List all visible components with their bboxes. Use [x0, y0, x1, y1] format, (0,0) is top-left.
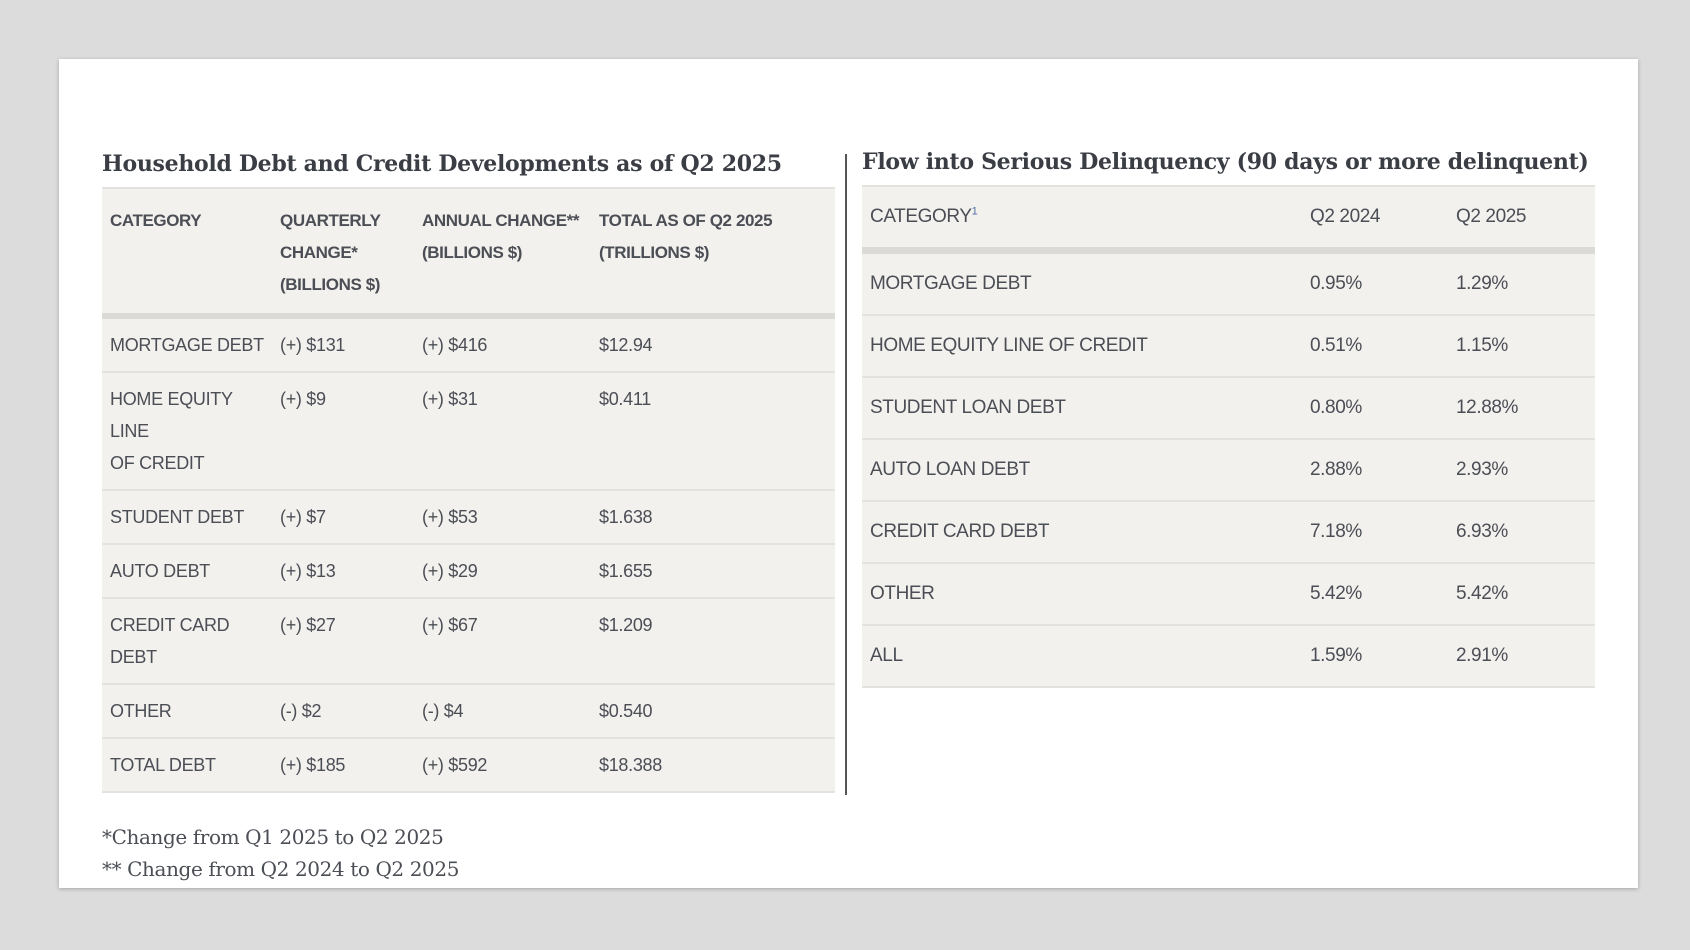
row-category: CREDIT CARD DEBT	[102, 598, 272, 685]
table-row: ALL 1.59% 2.91%	[862, 625, 1595, 688]
document-card: Household Debt and Credit Developments a…	[59, 59, 1638, 888]
row-annual-change: (+) $31	[414, 372, 591, 491]
row-q2-2024: 2.88%	[1302, 439, 1448, 502]
row-q2-2024: 1.59%	[1302, 625, 1448, 688]
row-category: TOTAL DEBT	[102, 738, 272, 793]
row-annual-change: (+) $67	[414, 598, 591, 685]
footnote-quarterly: *Change from Q1 2025 to Q2 2025	[102, 825, 444, 849]
row-quarterly-change: (+) $27	[272, 598, 414, 685]
row-annual-change: (+) $29	[414, 544, 591, 599]
row-category: STUDENT DEBT	[102, 490, 272, 545]
row-total: $1.638	[591, 490, 835, 545]
table-row: HOME EQUITY LINE OF CREDIT (+) $9 (+) $31…	[102, 372, 835, 491]
row-q2-2024: 7.18%	[1302, 501, 1448, 564]
row-quarterly-change: (-) $2	[272, 684, 414, 739]
table-row: OTHER 5.42% 5.42%	[862, 563, 1595, 626]
table-header-row: CATEGORY1 Q2 2024 Q2 2025	[862, 186, 1595, 251]
header-q2-2024: Q2 2024	[1310, 206, 1381, 227]
footnotes: *Change from Q1 2025 to Q2 2025 ** Chang…	[102, 821, 835, 885]
row-quarterly-change: (+) $9	[272, 372, 414, 491]
household-debt-panel: Household Debt and Credit Developments a…	[102, 149, 835, 885]
row-category: ALL	[862, 625, 1302, 688]
header-category: CATEGORY	[110, 211, 202, 230]
row-q2-2025: 5.42%	[1448, 563, 1595, 626]
row-category: AUTO LOAN DEBT	[862, 439, 1302, 502]
row-q2-2025: 2.91%	[1448, 625, 1595, 688]
table-row: MORTGAGE DEBT 0.95% 1.29%	[862, 250, 1595, 316]
row-annual-change: (+) $416	[414, 316, 591, 373]
row-category: MORTGAGE DEBT	[862, 250, 1302, 316]
table-row: TOTAL DEBT (+) $185 (+) $592 $18.388	[102, 738, 835, 793]
row-q2-2025: 1.29%	[1448, 250, 1595, 316]
row-category: STUDENT LOAN DEBT	[862, 377, 1302, 440]
header-category: CATEGORY1	[870, 205, 978, 227]
delinquency-table: CATEGORY1 Q2 2024 Q2 2025 MORTGAGE DEBT …	[862, 185, 1595, 688]
row-total: $1.209	[591, 598, 835, 685]
footnote-annual: ** Change from Q2 2024 to Q2 2025	[102, 857, 460, 881]
row-total: $0.411	[591, 372, 835, 491]
row-category: CREDIT CARD DEBT	[862, 501, 1302, 564]
panel-divider	[845, 154, 847, 795]
table-row: MORTGAGE DEBT (+) $131 (+) $416 $12.94	[102, 316, 835, 373]
footnote-marker: 1	[971, 205, 978, 218]
row-category: HOME EQUITY LINE OF CREDIT	[862, 315, 1302, 378]
row-q2-2024: 0.95%	[1302, 250, 1448, 316]
row-quarterly-change: (+) $7	[272, 490, 414, 545]
row-quarterly-change: (+) $185	[272, 738, 414, 793]
table-row: CREDIT CARD DEBT (+) $27 (+) $67 $1.209	[102, 598, 835, 685]
row-total: $18.388	[591, 738, 835, 793]
row-category: HOME EQUITY LINE OF CREDIT	[102, 372, 272, 491]
row-q2-2025: 1.15%	[1448, 315, 1595, 378]
table-row: HOME EQUITY LINE OF CREDIT 0.51% 1.15%	[862, 315, 1595, 378]
header-q2-2025: Q2 2025	[1456, 206, 1527, 227]
row-annual-change: (+) $592	[414, 738, 591, 793]
row-quarterly-change: (+) $131	[272, 316, 414, 373]
row-annual-change: (-) $4	[414, 684, 591, 739]
table-header-row: CATEGORY QUARTERLY CHANGE* (BILLIONS $) …	[102, 188, 835, 316]
row-q2-2025: 12.88%	[1448, 377, 1595, 440]
row-q2-2024: 5.42%	[1302, 563, 1448, 626]
delinquency-panel: Flow into Serious Delinquency (90 days o…	[862, 147, 1595, 688]
row-annual-change: (+) $53	[414, 490, 591, 545]
household-debt-table: CATEGORY QUARTERLY CHANGE* (BILLIONS $) …	[102, 187, 835, 793]
row-q2-2024: 0.80%	[1302, 377, 1448, 440]
row-q2-2025: 6.93%	[1448, 501, 1595, 564]
header-annual-change: ANNUAL CHANGE** (BILLIONS $)	[422, 211, 580, 262]
table-row: OTHER (-) $2 (-) $4 $0.540	[102, 684, 835, 739]
table-row: AUTO LOAN DEBT 2.88% 2.93%	[862, 439, 1595, 502]
table-row: STUDENT LOAN DEBT 0.80% 12.88%	[862, 377, 1595, 440]
row-q2-2024: 0.51%	[1302, 315, 1448, 378]
row-category: OTHER	[102, 684, 272, 739]
header-quarterly-change: QUARTERLY CHANGE* (BILLIONS $)	[280, 211, 381, 294]
row-category: OTHER	[862, 563, 1302, 626]
row-total: $12.94	[591, 316, 835, 373]
row-q2-2025: 2.93%	[1448, 439, 1595, 502]
row-total: $1.655	[591, 544, 835, 599]
row-category: AUTO DEBT	[102, 544, 272, 599]
table-row: CREDIT CARD DEBT 7.18% 6.93%	[862, 501, 1595, 564]
row-category: MORTGAGE DEBT	[102, 316, 272, 373]
row-total: $0.540	[591, 684, 835, 739]
table-row: STUDENT DEBT (+) $7 (+) $53 $1.638	[102, 490, 835, 545]
household-debt-title: Household Debt and Credit Developments a…	[102, 151, 782, 177]
table-row: AUTO DEBT (+) $13 (+) $29 $1.655	[102, 544, 835, 599]
header-total: TOTAL AS OF Q2 2025 (TRILLIONS $)	[599, 211, 773, 262]
row-quarterly-change: (+) $13	[272, 544, 414, 599]
delinquency-title: Flow into Serious Delinquency (90 days o…	[862, 149, 1589, 175]
